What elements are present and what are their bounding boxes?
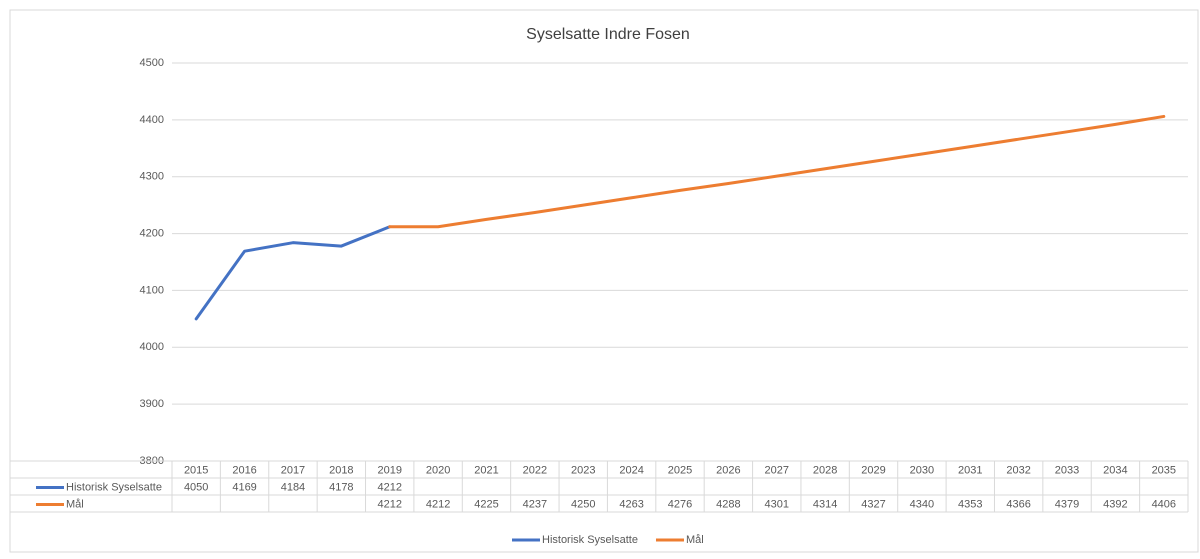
series-line (194, 225, 392, 321)
y-tick-label: 4100 (140, 284, 164, 296)
table-value: 4212 (377, 498, 401, 510)
x-tick-label: 2018 (329, 464, 353, 476)
x-tick-label: 2020 (426, 464, 450, 476)
table-value: 4184 (281, 481, 305, 493)
x-tick-label: 2021 (474, 464, 498, 476)
table-value: 4314 (813, 498, 837, 510)
x-tick-label: 2023 (571, 464, 595, 476)
legend-label: Historisk Syselsatte (542, 534, 638, 546)
x-tick-label: 2031 (958, 464, 982, 476)
table-value: 4212 (426, 498, 450, 510)
y-tick-label: 4400 (140, 114, 164, 126)
table-value: 4276 (668, 498, 692, 510)
x-tick-label: 2032 (1006, 464, 1030, 476)
table-value: 4050 (184, 481, 208, 493)
x-tick-label: 2019 (377, 464, 401, 476)
x-tick-label: 2029 (861, 464, 885, 476)
x-tick-label: 2034 (1103, 464, 1127, 476)
table-value: 4263 (619, 498, 643, 510)
legend-label: Mål (686, 534, 704, 546)
y-tick-label: 4000 (140, 341, 164, 353)
x-tick-label: 2028 (813, 464, 837, 476)
table-value: 4392 (1103, 498, 1127, 510)
table-value: 4212 (377, 481, 401, 493)
x-tick-label: 2030 (910, 464, 934, 476)
table-value: 4353 (958, 498, 982, 510)
x-tick-label: 2027 (765, 464, 789, 476)
x-tick-label: 2033 (1055, 464, 1079, 476)
table-value: 4237 (523, 498, 547, 510)
table-value: 4301 (765, 498, 789, 510)
x-tick-label: 2035 (1152, 464, 1176, 476)
x-tick-label: 2022 (523, 464, 547, 476)
table-value: 4340 (910, 498, 934, 510)
table-value: 4288 (716, 498, 740, 510)
table-value: 4169 (232, 481, 256, 493)
table-value: 4366 (1006, 498, 1030, 510)
table-value: 4327 (861, 498, 885, 510)
table-value: 4178 (329, 481, 353, 493)
table-row-label: Mål (66, 498, 84, 510)
y-tick-label: 4500 (140, 57, 164, 69)
x-tick-label: 2015 (184, 464, 208, 476)
table-value: 4250 (571, 498, 595, 510)
y-tick-label: 4200 (140, 227, 164, 239)
chart-title: Syselsatte Indre Fosen (526, 26, 690, 43)
x-tick-label: 2026 (716, 464, 740, 476)
x-tick-label: 2025 (668, 464, 692, 476)
chart-frame (9, 9, 1199, 553)
series-line (388, 114, 1166, 229)
y-tick-label: 3900 (140, 398, 164, 410)
table-value: 4225 (474, 498, 498, 510)
table-row-label: Historisk Syselsatte (66, 481, 162, 493)
table-value: 4379 (1055, 498, 1079, 510)
x-tick-label: 2024 (619, 464, 643, 476)
x-tick-label: 2016 (232, 464, 256, 476)
x-tick-label: 2017 (281, 464, 305, 476)
y-tick-label: 4300 (140, 171, 164, 183)
table-value: 4406 (1152, 498, 1176, 510)
